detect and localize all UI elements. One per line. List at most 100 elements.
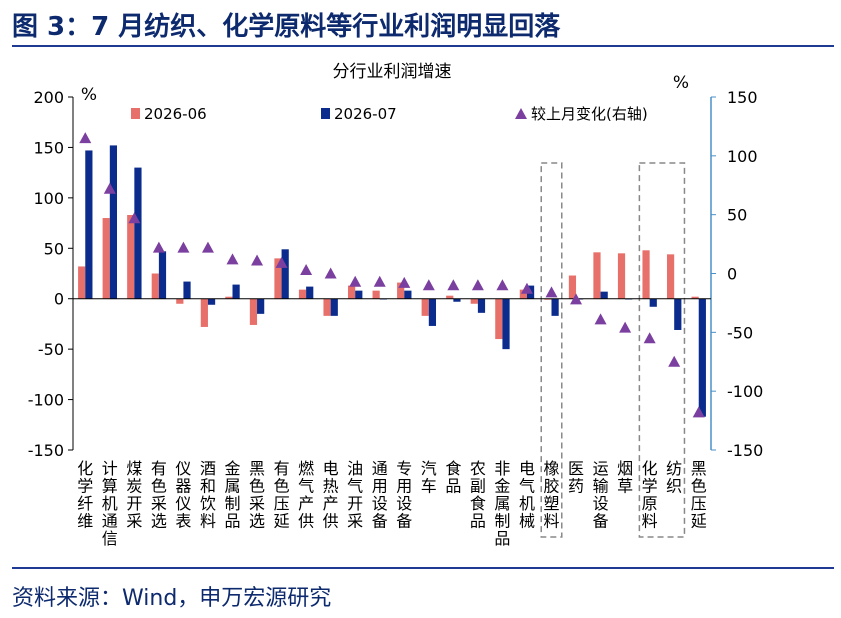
bar-2026-07 <box>502 298 510 350</box>
legend-label-2026-06: 2026-06 <box>144 105 207 123</box>
bar-2026-06 <box>568 275 577 299</box>
category-label: 黑色压延 <box>691 459 707 531</box>
change-marker <box>668 355 681 367</box>
bar-2026-07 <box>183 281 191 299</box>
bar-2026-06 <box>78 266 86 299</box>
bar-2026-07 <box>404 290 412 299</box>
category-label: 金属制品 <box>224 459 240 531</box>
category-label: 煤炭开采 <box>126 459 142 531</box>
figure-title: 图 3：7 月纺织、化学原料等行业利润明显回落 <box>12 12 561 42</box>
bar-2026-06 <box>397 282 405 299</box>
change-markers-layer <box>79 132 705 418</box>
category-label: 纺织 <box>666 459 682 496</box>
category-label: 油气开采 <box>347 459 363 531</box>
left-axis-tick-label: 50 <box>44 239 64 258</box>
legend-label-change: 较上月变化(右轴) <box>531 105 648 123</box>
bar-2026-07 <box>85 150 93 299</box>
category-label: 酒和饮料 <box>200 459 216 531</box>
highlight-boxes <box>540 162 686 538</box>
bar-2026-07 <box>109 145 118 299</box>
bar-2026-06 <box>495 298 503 340</box>
category-label: 化学原料 <box>642 459 658 531</box>
left-axis-tick-label: 150 <box>33 138 64 157</box>
bar-2026-07 <box>355 290 363 299</box>
bar-2026-06 <box>298 289 307 299</box>
bar-2026-06 <box>225 296 233 299</box>
right-axis-tick-label: 150 <box>727 88 758 107</box>
left-axis-unit: % <box>81 85 97 105</box>
right-axis-tick-label: 0 <box>727 265 737 284</box>
change-marker <box>496 279 509 291</box>
category-label: 非金属制品 <box>494 459 510 548</box>
bar-2026-06 <box>691 296 699 299</box>
bar-2026-07 <box>207 298 216 305</box>
bar-2026-07 <box>306 286 314 299</box>
left-axis-tick-label: -50 <box>38 340 64 359</box>
change-marker <box>152 241 165 253</box>
change-marker <box>619 321 632 333</box>
bar-2026-06 <box>151 273 159 299</box>
change-marker <box>79 132 92 144</box>
bar-2026-07 <box>257 298 265 314</box>
bar-2026-06 <box>617 253 626 299</box>
bar-2026-06 <box>347 285 356 299</box>
right-axis-tick-label: 100 <box>727 147 758 166</box>
bar-2026-06 <box>372 290 380 299</box>
bar-2026-06 <box>666 254 675 299</box>
category-label: 燃气产供 <box>298 459 314 531</box>
bar-2026-06 <box>323 298 331 316</box>
change-marker <box>201 241 214 253</box>
highlight-box <box>540 162 563 538</box>
right-axis-tick-label: -50 <box>727 323 753 342</box>
right-axis-tick-label: 50 <box>727 206 747 225</box>
bars-layer <box>78 145 706 417</box>
change-marker <box>422 279 435 291</box>
change-marker <box>226 253 239 265</box>
left-axis-tick-label: -150 <box>28 441 64 460</box>
bar-2026-06 <box>249 298 258 325</box>
right-axis-tick-label: -150 <box>727 441 763 460</box>
category-label: 食品 <box>445 459 461 496</box>
change-marker <box>570 293 583 305</box>
change-marker <box>373 275 386 287</box>
category-label: 化学纤维 <box>77 459 93 531</box>
bar-2026-06 <box>102 218 110 299</box>
change-marker <box>520 282 533 294</box>
legend-swatch-2026-07 <box>321 108 330 119</box>
bottom-rule <box>12 567 834 569</box>
bar-2026-07 <box>698 298 706 417</box>
right-axis-tick-label: -100 <box>727 382 763 401</box>
bar-2026-07 <box>330 298 338 316</box>
bar-2026-06 <box>446 295 454 299</box>
category-label: 电气机械 <box>519 459 535 531</box>
category-label: 计算机通信 <box>102 459 118 548</box>
change-marker <box>251 254 264 266</box>
bar-2026-06 <box>470 298 478 304</box>
legend-triangle-marker <box>515 108 527 119</box>
category-label: 有色采选 <box>151 459 167 531</box>
right-axis-unit: % <box>673 73 689 93</box>
bar-2026-07 <box>134 167 142 299</box>
axes-layer: -150 -100 -50 0 50 100 150 200 -150 -100 -50 0 50 100… <box>28 88 764 548</box>
left-axis-tick-label: 200 <box>33 88 64 107</box>
change-marker <box>398 276 411 288</box>
bar-2026-07 <box>453 298 461 302</box>
category-label: 仪器仪表 <box>175 459 191 531</box>
chart-legend: 2026-06 2026-07 较上月变化(右轴) <box>131 105 648 123</box>
category-label: 有色压延 <box>274 459 290 531</box>
bar-2026-07 <box>649 298 657 307</box>
bar-2026-07 <box>674 298 682 330</box>
change-marker <box>300 263 313 275</box>
change-marker <box>643 332 656 344</box>
chart-title: 分行业利润增速 <box>333 62 452 82</box>
title-rule <box>12 45 834 47</box>
category-label: 农副食品 <box>470 459 486 531</box>
bar-2026-06 <box>593 252 601 299</box>
category-label: 电热产供 <box>323 459 339 531</box>
change-marker <box>545 286 558 298</box>
change-marker <box>275 256 288 268</box>
legend-label-2026-07: 2026-07 <box>334 105 397 123</box>
bar-2026-07 <box>428 298 437 326</box>
bar-2026-06 <box>176 298 184 304</box>
change-marker <box>447 279 460 291</box>
